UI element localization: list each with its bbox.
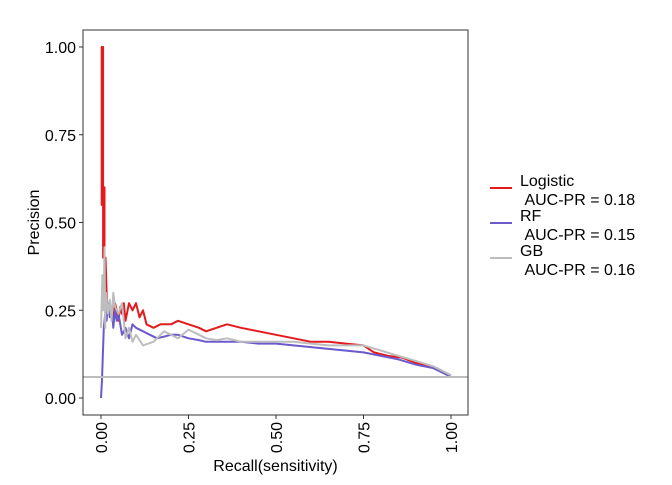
y-axis-title: Precision [26,190,43,256]
x-axis-title: Recall(sensitivity) [213,458,337,475]
x-tick-label: 0.50 [269,422,286,453]
series-line-2 [100,246,452,377]
x-tick-label: 0.00 [94,422,111,453]
series-layer [83,46,468,399]
series-line-1 [100,302,452,399]
plot-border [82,29,469,416]
x-tick-label: 0.75 [357,422,374,453]
y-tick-label: 0.75 [45,128,76,145]
axis-layer: 0.00 0.25 0.50 0.75 1.00 0.00 0.25 0.50 0.75 1.00 [45,40,461,453]
y-tick-label: 1.00 [45,40,76,57]
legend-label-1: RF AUC-PR = 0.15 [520,208,635,244]
legend-label-0: Logistic AUC-PR = 0.18 [520,173,635,209]
x-tick-label: 1.00 [444,422,461,453]
series-line-0 [100,46,452,378]
x-tick-label: 0.25 [182,422,199,453]
legend-label-2: GB AUC-PR = 0.16 [520,243,635,279]
y-tick-label: 0.50 [45,216,76,233]
y-tick-label: 0.00 [45,391,76,408]
y-tick-label: 0.25 [45,303,76,320]
